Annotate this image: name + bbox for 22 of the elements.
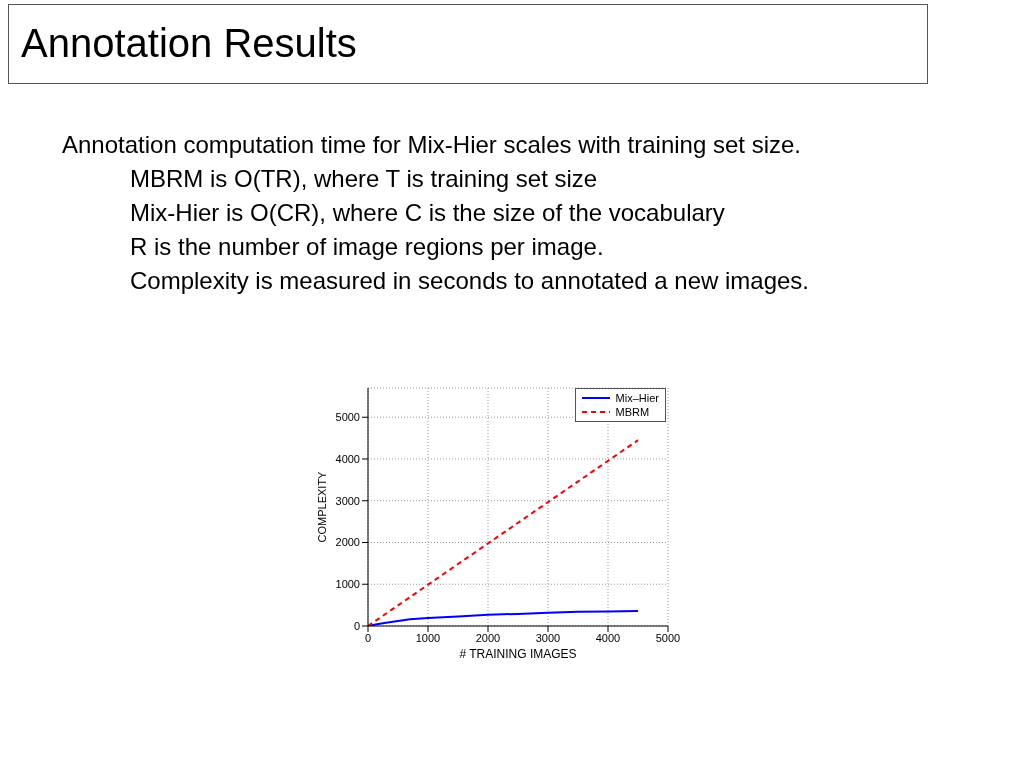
chart-title: Annotation Results (21, 21, 357, 66)
text: MBRM is O(TR), where T is training set size (129, 164, 599, 194)
text: R is the number of image regions per image. (129, 232, 605, 262)
legend-label: Mix–Hier (615, 391, 659, 405)
x-tick-label: 0 (364, 631, 372, 644)
y-tick-label: 4000 (335, 452, 360, 465)
x-tick-label: 1000 (415, 631, 441, 644)
y-tick-label: 5000 (335, 411, 360, 424)
y-tick-label: 2000 (335, 536, 360, 549)
x-tick-label: 5000 (655, 631, 681, 644)
text: Annotation computation time for Mix-Hier scales with training set size. (62, 130, 802, 160)
x-tick-label: 2000 (475, 631, 501, 644)
y-tick-label: 3000 (335, 494, 360, 507)
y-tick-label: 1000 (335, 578, 360, 591)
x-axis-title: # TRAINING IMAGES (459, 647, 577, 661)
x-tick-label: 3000 (535, 631, 561, 644)
x-tick-label: 4000 (595, 631, 621, 644)
text: Complexity is measured in seconds to annotated a new images. (129, 266, 810, 296)
y-tick-label: 0 (353, 619, 360, 632)
text: Mix-Hier is O(CR), where C is the size of the vocabulary (129, 198, 726, 228)
y-axis-title: COMPLEXITY (315, 470, 328, 543)
legend-label: MBRM (615, 405, 650, 419)
